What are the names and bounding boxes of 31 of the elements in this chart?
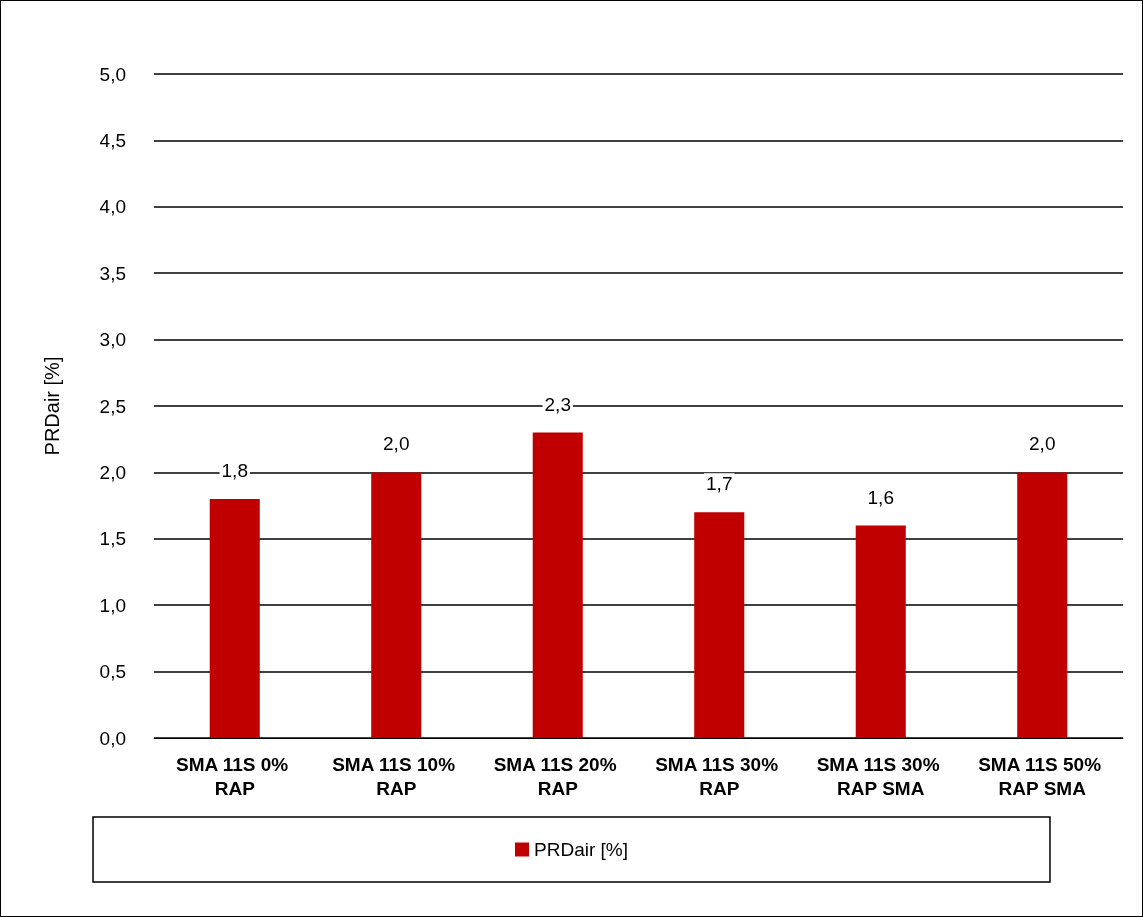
x-tick-label: SMA 11S 10% RAP [332,753,461,799]
data-label: 2,0 [383,433,410,455]
y-tick-label: 4,5 [99,129,126,151]
data-label: 2,0 [1029,433,1056,455]
bar [855,525,906,738]
bar [371,472,422,738]
y-tick-label: 5,0 [99,63,126,85]
legend-label: PRDair [%] [534,839,628,860]
y-tick-label: 3,5 [99,262,126,284]
bar [532,432,583,738]
data-label: 1,6 [867,486,894,508]
y-axis-title: PRDair [%] [41,356,63,456]
y-tick-label: 2,5 [99,395,126,417]
data-label: 2,3 [544,393,571,415]
y-tick-label: 3,0 [99,329,126,351]
x-tick-label: SMA 11S 50% RAP SMA [978,753,1107,799]
y-tick-label: 0,5 [99,661,126,683]
bar [209,498,260,738]
x-tick-label: SMA 11S 30% RAP [655,753,784,799]
bar [1017,472,1068,738]
y-tick-label: 1,0 [99,594,126,616]
x-tick-label: SMA 11S 0% RAP [175,753,294,799]
y-tick-label: 4,0 [99,196,126,218]
y-tick-label: 2,0 [99,461,126,483]
x-tick-label: SMA 11S 20% RAP [493,753,622,799]
y-tick-label: 0,0 [99,727,126,749]
data-label: 1,7 [706,473,733,495]
data-label: 1,8 [221,459,248,481]
bar [694,512,745,738]
y-tick-label: 1,5 [99,528,126,550]
x-tick-label: SMA 11S 30% RAP SMA [816,753,945,799]
